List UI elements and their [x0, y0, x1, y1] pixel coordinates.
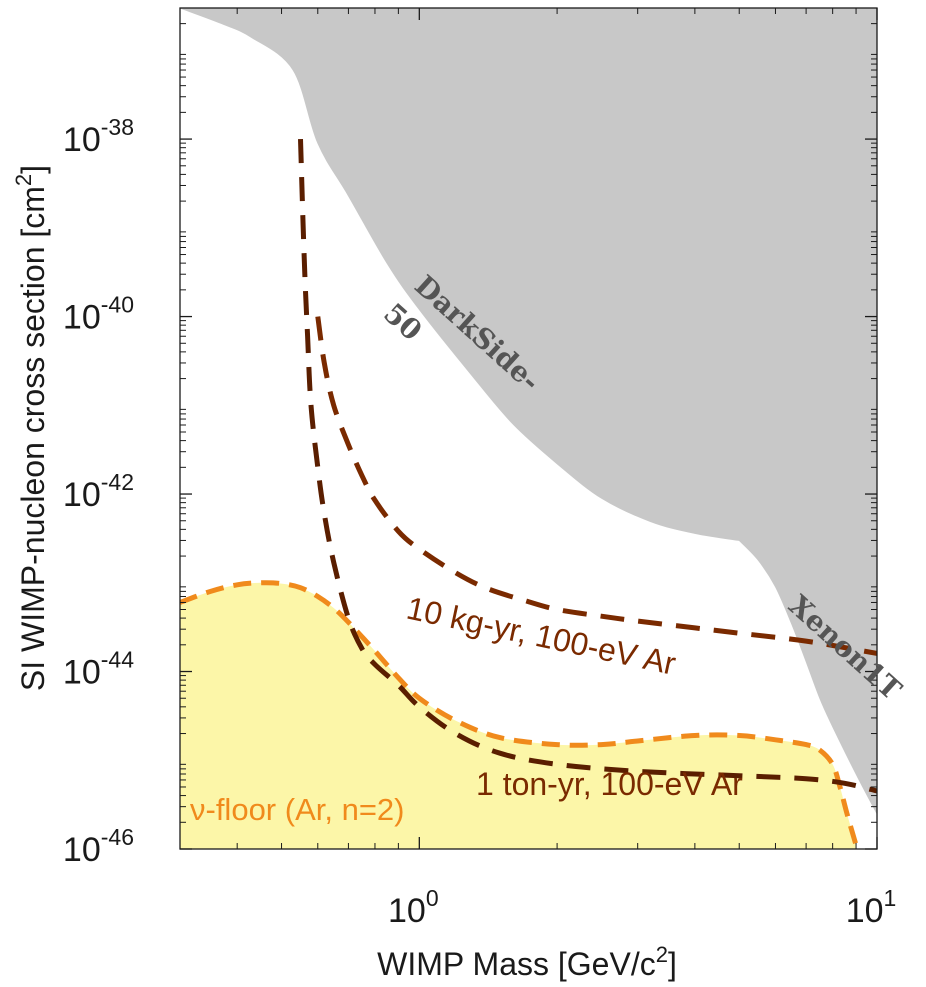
y-tick-label: 10-40: [63, 292, 134, 337]
neutrino-floor-region: [180, 580, 859, 849]
x-tick-label: 100: [388, 885, 439, 930]
neutrino-floor-fill: [180, 582, 857, 849]
x-tick-label: 101: [846, 885, 897, 930]
neutrino-floor-edge: [180, 580, 859, 846]
excluded-regions: [180, 8, 877, 814]
neutrino-floor-label: ν-floor (Ar, n=2): [190, 792, 405, 827]
excluded-region-darkside-50: [180, 8, 740, 541]
sensitivity-curves: [298, 139, 877, 794]
minor-ticks: [179, 8, 877, 849]
x-axis-title: WIMP Mass [GeV/c2]: [377, 942, 677, 982]
y-tick-label: 10-46: [63, 824, 134, 869]
curve-10-kg-yr: [315, 316, 877, 656]
y-axis-ticks: 10-38 10-40 10-42 10-44 10-46: [63, 114, 877, 869]
curve-1-ton-yr: [298, 139, 877, 794]
plot-area: [180, 8, 877, 849]
y-axis-title: SI WIMP-nucleon cross section [cm2]: [11, 165, 51, 691]
one-ton-yr-label: 1 ton-yr, 100-eV Ar: [476, 766, 743, 802]
y-tick-label: 10-44: [63, 647, 134, 692]
y-tick-label: 10-38: [63, 114, 134, 159]
plot-frame: [179, 7, 878, 850]
y-tick-label: 10-42: [63, 469, 134, 514]
excluded-region-xenon1t: [738, 8, 877, 814]
x-axis-ticks: 100 101: [388, 8, 896, 930]
